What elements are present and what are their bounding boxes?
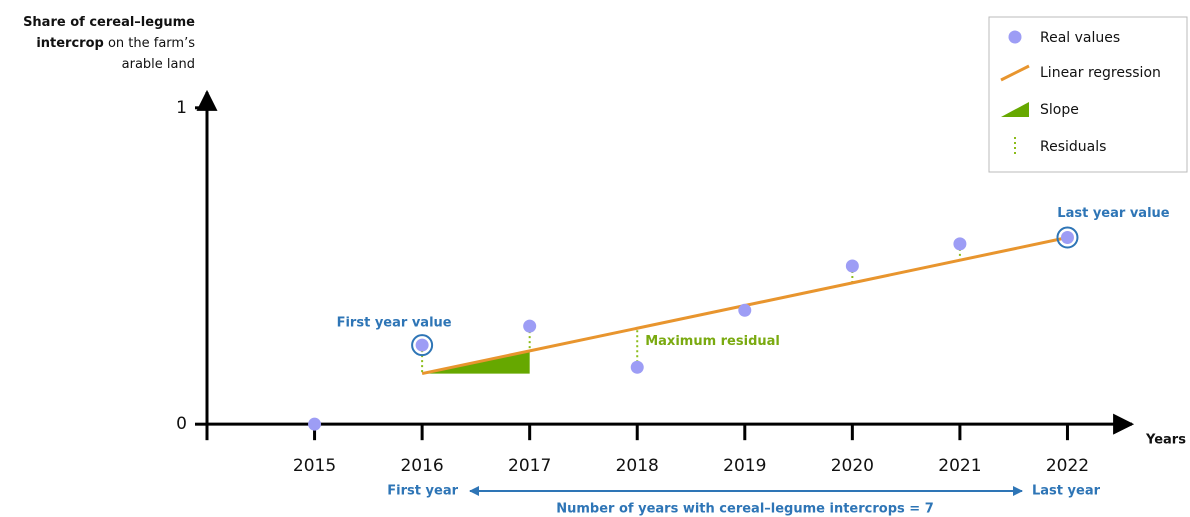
point (738, 303, 752, 317)
point (845, 259, 859, 273)
x-tick-label: 2019 (723, 456, 766, 476)
first-year-value: First year value (337, 316, 452, 331)
x-tick-label: 2016 (400, 456, 443, 476)
x-tick-label: 2022 (1046, 456, 1089, 476)
y-tick-label: 0 (176, 414, 187, 434)
legend-label: Real values (1040, 30, 1120, 46)
point (523, 319, 537, 333)
first-year: First year (387, 484, 458, 499)
x-tick-label: 2017 (508, 456, 551, 476)
y-axis-label: Share of cereal–legume intercrop on the f… (23, 15, 195, 72)
point (630, 360, 644, 374)
highlight-ring (1056, 226, 1079, 249)
legend-label: Slope (1040, 102, 1079, 118)
years-count: Number of years with cereal–legume inter… (556, 502, 934, 517)
highlight-ring (411, 334, 434, 357)
point (1060, 231, 1074, 245)
legend-marker (1000, 64, 1030, 82)
legend-marker (1001, 102, 1029, 117)
maximum-residual: Maximum residual (645, 334, 780, 349)
point (415, 338, 429, 352)
last-year: Last year (1032, 484, 1101, 499)
x-tick-label: 2015 (293, 456, 336, 476)
legend-marker (1008, 30, 1022, 44)
x-axis-label: Years (1145, 433, 1186, 448)
legend-label: Residuals (1040, 139, 1106, 155)
x-tick-label: 2018 (616, 456, 659, 476)
x-tick-label: 2021 (938, 456, 981, 476)
legend-label: Linear regression (1040, 65, 1161, 81)
last-year-value: Last year value (1057, 206, 1169, 221)
point (953, 237, 967, 251)
legend (988, 16, 1188, 173)
y-tick-label: 1 (176, 98, 187, 118)
point (308, 417, 322, 431)
x-tick-label: 2020 (831, 456, 874, 476)
